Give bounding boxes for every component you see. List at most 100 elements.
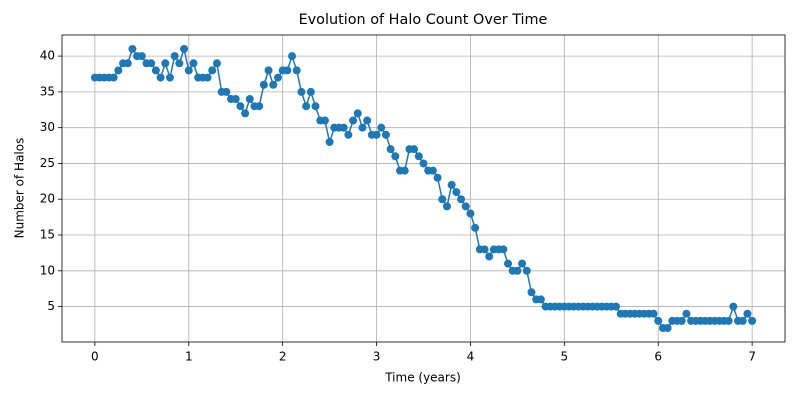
data-point [288, 52, 297, 61]
y-tick-label: 30 [40, 120, 55, 134]
data-point [349, 116, 358, 125]
data-point [109, 73, 118, 82]
data-point [222, 87, 231, 96]
data-point [433, 173, 442, 182]
y-tick-label: 35 [40, 84, 55, 98]
data-point [241, 109, 250, 118]
data-point [410, 145, 419, 154]
data-point [137, 52, 146, 61]
data-point [297, 87, 306, 96]
data-point [114, 66, 123, 75]
data-point [203, 73, 212, 82]
data-point [748, 316, 757, 325]
data-point [419, 159, 428, 168]
data-point [457, 195, 466, 204]
data-point [156, 73, 165, 82]
data-point [231, 95, 240, 104]
data-point [302, 102, 311, 111]
data-point [386, 145, 395, 154]
data-point [147, 59, 156, 68]
y-tick-label: 15 [40, 228, 55, 242]
data-point [518, 259, 527, 268]
data-point [245, 95, 254, 104]
x-tick-label: 2 [279, 350, 287, 364]
data-point [306, 87, 315, 96]
y-axis-label: Number of Halos [13, 138, 27, 239]
data-point [283, 66, 292, 75]
data-point [353, 109, 362, 118]
data-point [447, 180, 456, 189]
data-point [184, 66, 193, 75]
data-point [151, 66, 160, 75]
data-point [480, 245, 489, 254]
x-tick-label: 4 [467, 350, 475, 364]
x-tick-label: 7 [748, 350, 756, 364]
data-point [442, 202, 451, 211]
data-point [264, 66, 273, 75]
data-point [128, 44, 137, 53]
data-point [461, 202, 470, 211]
data-point [504, 259, 513, 268]
data-point [358, 123, 367, 132]
data-point [212, 59, 221, 68]
data-point [372, 130, 381, 139]
data-point [165, 73, 174, 82]
data-point [175, 59, 184, 68]
data-point [513, 266, 522, 275]
data-point [682, 309, 691, 318]
data-point [255, 102, 264, 111]
data-point [320, 116, 329, 125]
data-point [236, 102, 245, 111]
data-point [325, 137, 334, 146]
x-axis-label: Time (years) [384, 371, 461, 385]
data-point [649, 309, 658, 318]
data-point [377, 123, 386, 132]
data-point [123, 59, 132, 68]
data-point [729, 302, 738, 311]
y-tick-label: 10 [40, 263, 55, 277]
data-point [269, 80, 278, 89]
data-point [170, 52, 179, 61]
data-point [471, 223, 480, 232]
x-tick-label: 6 [654, 350, 662, 364]
data-point [363, 116, 372, 125]
data-point [259, 80, 268, 89]
data-point [189, 59, 198, 68]
data-point [677, 316, 686, 325]
data-point [654, 316, 663, 325]
data-point [663, 324, 672, 333]
x-tick-label: 0 [91, 350, 99, 364]
data-point [738, 316, 747, 325]
data-point [438, 195, 447, 204]
y-tick-label: 5 [47, 299, 55, 313]
chart-title: Evolution of Halo Count Over Time [299, 12, 548, 28]
data-point [743, 309, 752, 318]
data-point [344, 130, 353, 139]
data-point [414, 152, 423, 161]
data-point [428, 166, 437, 175]
data-point [180, 44, 189, 53]
data-point [208, 66, 217, 75]
x-tick-label: 5 [561, 350, 569, 364]
data-point [292, 66, 301, 75]
data-point [536, 295, 545, 304]
data-point [522, 266, 531, 275]
data-point [381, 130, 390, 139]
plot-area [90, 44, 757, 333]
data-point [339, 123, 348, 132]
x-tick-label: 1 [185, 350, 193, 364]
data-point [527, 288, 536, 297]
data-point [400, 166, 409, 175]
data-point [485, 252, 494, 261]
data-point [611, 302, 620, 311]
data-point [724, 316, 733, 325]
data-point [466, 209, 475, 218]
data-point [161, 59, 170, 68]
y-tick-label: 40 [40, 49, 55, 63]
y-tick-label: 25 [40, 156, 55, 170]
data-point [499, 245, 508, 254]
data-point [273, 73, 282, 82]
